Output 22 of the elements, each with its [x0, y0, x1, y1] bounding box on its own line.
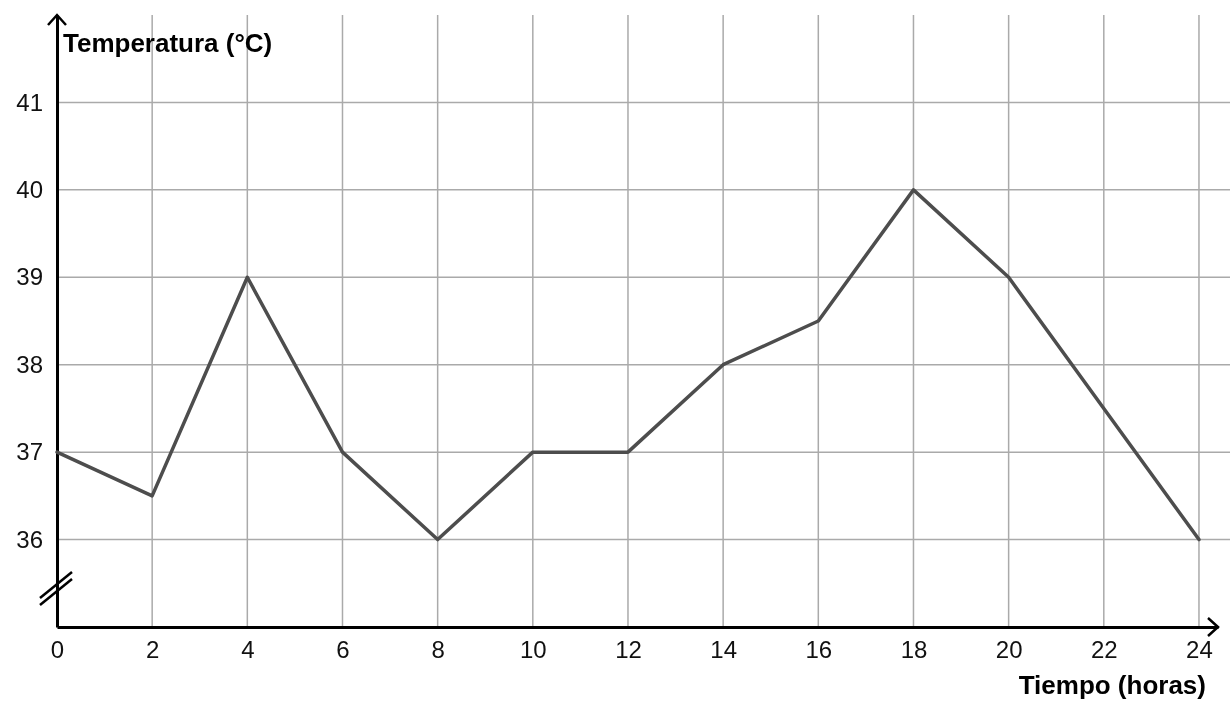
x-tick-label: 4	[241, 636, 255, 664]
x-tick-label: 20	[995, 636, 1023, 664]
line-series	[55, 188, 1201, 542]
x-tick-label: 18	[900, 636, 928, 664]
y-tick-label: 39	[16, 263, 43, 291]
y-tick-label: 36	[16, 525, 43, 553]
x-tick-label: 16	[805, 636, 833, 664]
y-tick-label: 40	[16, 176, 43, 204]
x-axis-title: Tiempo (horas)	[1018, 670, 1206, 700]
x-tick-label: 6	[336, 636, 350, 664]
y-tick-label: 41	[16, 88, 43, 116]
x-tick-label: 22	[1090, 636, 1118, 664]
x-tick-label: 2	[145, 636, 160, 664]
x-tick-label: 12	[615, 636, 642, 664]
y-tick-label: 38	[16, 350, 43, 378]
y-axis-title: Temperatura (°C)	[63, 28, 273, 58]
x-tick-label: 8	[431, 636, 445, 664]
x-tick-label: 24	[1186, 636, 1213, 664]
x-tick-label: 10	[519, 636, 547, 664]
x-tick-label: 0	[50, 636, 65, 664]
y-tick-label: 37	[16, 438, 43, 466]
x-tick-label: 14	[710, 636, 737, 664]
